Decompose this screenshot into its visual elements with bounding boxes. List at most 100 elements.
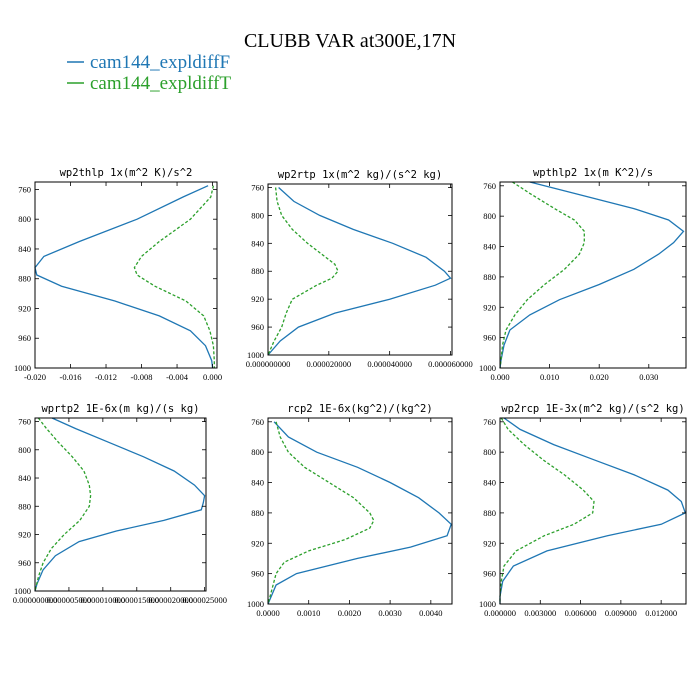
panels: wp2thlp 1x(m^2 K)/s^2 760 800 840 880 920 960 1… xyxy=(13,167,687,618)
x-tick-label: -0.016 xyxy=(60,372,82,382)
y-tick-label: 880 xyxy=(251,508,264,518)
y-tick-label: 960 xyxy=(483,333,496,343)
x-tick-label: 0.000020000 xyxy=(307,359,352,369)
y-tick-label: 800 xyxy=(251,447,264,457)
x-tick-label: 0.000 xyxy=(203,372,222,382)
y-tick-label: 880 xyxy=(18,501,31,511)
series-line-expldiffF xyxy=(267,187,452,356)
y-tick-label: 1000 xyxy=(479,363,496,373)
x-tick-label: -0.004 xyxy=(166,372,189,382)
y-tick-label: 1000 xyxy=(247,599,264,609)
plot-frame xyxy=(499,181,687,369)
panel-2: wp2rtp 1x(m^2 kg)/(s^2 kg) 760 800 840 880 92… xyxy=(246,169,473,369)
y-tick-label: 840 xyxy=(251,478,264,488)
y-tick-label: 880 xyxy=(251,266,264,276)
y-tick-label: 840 xyxy=(18,473,31,483)
x-tick-label: 0.000010000 xyxy=(81,595,126,605)
x-tick-label: 0.000015000 xyxy=(114,595,159,605)
x-tick-label: 0.003000 xyxy=(524,608,556,618)
y-tick-label: 960 xyxy=(251,322,264,332)
series-line-expldiffF xyxy=(499,181,685,369)
panel-title: rcp2 1E-6x(kg^2)/(kg^2) xyxy=(287,403,432,415)
panel-3: wpthlp2 1x(m K^2)/s 760 800 840 880 920 960 100… xyxy=(479,167,687,382)
legend-label-expldiffF: cam144_expldiffF xyxy=(90,52,230,73)
series-line-expldiffF xyxy=(34,417,206,592)
plot-frame xyxy=(34,417,207,592)
legend-label-expldiffT: cam144_expldiffT xyxy=(90,73,231,94)
x-tick-label: 0.0030 xyxy=(378,608,401,618)
x-tick-label: 0.000005000 xyxy=(47,595,92,605)
y-tick-label: 800 xyxy=(251,210,264,220)
panel-6: wp2rcp 1E-3x(m^2 kg)/(s^2 kg) 760 800 840 88… xyxy=(479,403,687,618)
series-line-expldiffT xyxy=(499,417,595,604)
y-tick-label: 960 xyxy=(483,569,496,579)
panel-title: wp2rtp 1x(m^2 kg)/(s^2 kg) xyxy=(278,169,442,181)
x-tick-label: 0.0040 xyxy=(419,608,442,618)
y-tick-label: 800 xyxy=(18,214,31,224)
panel-4: wprtp2 1E-6x(m kg)/(s kg) 760 800 840 880 920… xyxy=(13,403,227,605)
x-tick-label: 0.000040000 xyxy=(367,359,412,369)
series-line-expldiffT xyxy=(499,181,585,369)
y-tick-label: 880 xyxy=(483,272,496,282)
x-tick-label: 0.0010 xyxy=(297,608,320,618)
y-tick-label: 920 xyxy=(251,294,264,304)
x-tick-label: 0.0020 xyxy=(338,608,361,618)
y-tick-label: 1000 xyxy=(14,586,31,596)
y-tick-label: 920 xyxy=(251,538,264,548)
y-tick-label: 760 xyxy=(483,181,496,191)
y-tick-label: 880 xyxy=(483,508,496,518)
series-line-expldiffT xyxy=(34,417,92,592)
x-tick-label: 0.0000 xyxy=(256,608,279,618)
x-tick-label: -0.012 xyxy=(95,372,117,382)
x-tick-label: 0.020 xyxy=(590,372,609,382)
plot-frame xyxy=(34,181,218,369)
y-tick-label: 960 xyxy=(18,558,31,568)
panel-title: wp2thlp 1x(m^2 K)/s^2 xyxy=(60,167,193,179)
x-tick-label: 0.009000 xyxy=(605,608,637,618)
x-tick-label: 0.010 xyxy=(540,372,559,382)
x-tick-label: -0.008 xyxy=(131,372,153,382)
x-tick-label: 0.012000 xyxy=(645,608,677,618)
y-tick-label: 760 xyxy=(251,417,264,427)
y-tick-label: 840 xyxy=(483,478,496,488)
y-tick-label: 960 xyxy=(251,569,264,579)
y-tick-label: 800 xyxy=(18,445,31,455)
y-tick-label: 800 xyxy=(483,211,496,221)
panel-title: wprtp2 1E-6x(m kg)/(s kg) xyxy=(41,403,199,415)
plot-frame xyxy=(267,417,453,605)
x-tick-label: 0.000025000 xyxy=(182,595,227,605)
y-tick-label: 840 xyxy=(483,242,496,252)
x-tick-label: 0.006000 xyxy=(565,608,597,618)
y-tick-label: 760 xyxy=(483,417,496,427)
plot-frame xyxy=(499,417,687,605)
y-tick-label: 880 xyxy=(18,274,31,284)
x-tick-label: 0.030 xyxy=(639,372,658,382)
series-line-expldiffF xyxy=(267,421,452,605)
y-tick-label: 920 xyxy=(18,530,31,540)
y-tick-label: 800 xyxy=(483,447,496,457)
panel-title: wp2rcp 1E-3x(m^2 kg)/(s^2 kg) xyxy=(501,403,684,415)
panel-5: rcp2 1E-6x(kg^2)/(kg^2) 760 800 840 880 920 96… xyxy=(247,403,453,618)
x-tick-label: 0.000020000 xyxy=(148,595,193,605)
y-tick-label: 960 xyxy=(18,333,31,343)
y-tick-label: 840 xyxy=(251,238,264,248)
series-line-expldiffT xyxy=(267,421,375,605)
figure-title: CLUBB VAR at300E,17N xyxy=(244,30,456,52)
x-tick-label: 0.000000000 xyxy=(246,359,291,369)
y-tick-label: 840 xyxy=(18,244,31,254)
x-tick-label: 0.000060000 xyxy=(428,359,473,369)
series-line-expldiffT xyxy=(133,185,215,368)
series-line-expldiffF xyxy=(34,185,214,369)
y-tick-label: 1000 xyxy=(479,599,496,609)
series-line-expldiffT xyxy=(267,187,339,356)
y-tick-label: 1000 xyxy=(247,350,264,360)
y-tick-label: 920 xyxy=(18,303,31,313)
legend: cam144_expldiffF cam144_expldiffT xyxy=(67,52,231,94)
plot-frame xyxy=(267,183,453,356)
y-tick-label: 760 xyxy=(18,184,31,194)
x-tick-label: 0.000000000 xyxy=(13,595,58,605)
panel-1: wp2thlp 1x(m^2 K)/s^2 760 800 840 880 920 960 1… xyxy=(14,167,222,382)
y-tick-label: 920 xyxy=(483,538,496,548)
y-tick-label: 920 xyxy=(483,302,496,312)
